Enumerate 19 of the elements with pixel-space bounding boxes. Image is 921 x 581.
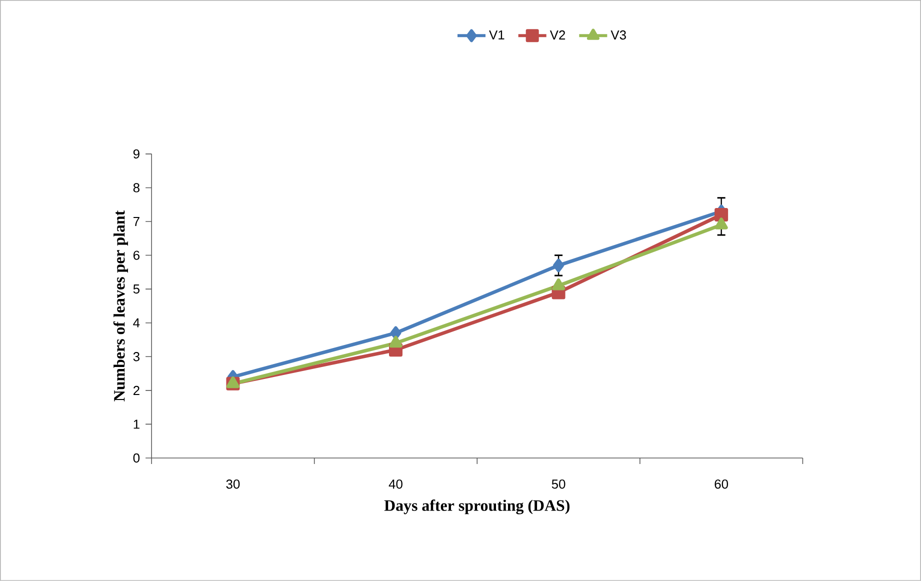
y-tick-label: 6	[133, 250, 140, 260]
x-tick-label: 40	[388, 480, 402, 489]
y-tick-label: 1	[134, 420, 140, 429]
y-tick-label: 9	[133, 149, 140, 159]
y-tick-label: 2	[133, 386, 140, 395]
legend-label: V1	[489, 30, 504, 40]
x-tick-label: 50	[552, 480, 566, 489]
y-tick-label: 5	[133, 284, 140, 294]
y-tick-label: 7	[134, 217, 140, 226]
y-tick-label: 0	[133, 453, 140, 463]
y-axis-title: Numbers of leaves per plant	[113, 210, 128, 402]
legend-label: V2	[550, 30, 566, 40]
x-axis-title: Days after sprouting (DAS)	[384, 500, 570, 514]
y-tick-label: 4	[133, 318, 140, 328]
x-tick-label: 60	[714, 480, 728, 489]
y-tick-label: 3	[133, 352, 140, 362]
x-tick-label: 30	[226, 480, 240, 489]
legend-label: V3	[610, 30, 626, 40]
y-tick-label: 8	[133, 183, 140, 192]
